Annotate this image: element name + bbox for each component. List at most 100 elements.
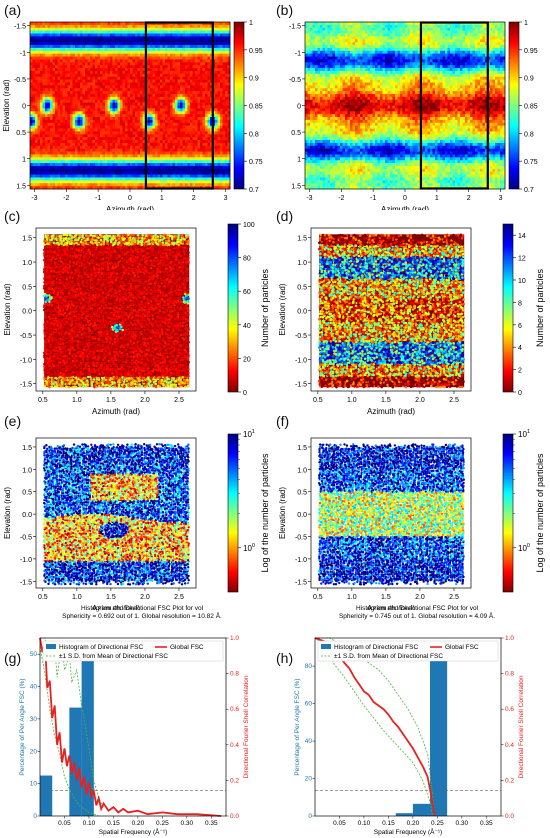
heatmap-cell (175, 45, 178, 49)
heatmap-cell (117, 82, 121, 86)
heatmap-cell (97, 30, 101, 34)
heatmap-cell (70, 171, 73, 175)
heatmap-cell (62, 93, 66, 98)
heatmap-cell (172, 108, 176, 112)
heatmap-cell (310, 160, 313, 164)
heatmap-cell (50, 154, 53, 158)
heatmap-cell (315, 62, 318, 66)
heatmap-cell (130, 131, 133, 135)
heatmap-cell (90, 27, 93, 31)
heatmap-cell (82, 70, 86, 75)
heatmap-cell (182, 108, 186, 112)
heatmap-cell (65, 165, 68, 170)
heatmap-cell (100, 96, 103, 101)
heatmap-cell (152, 65, 156, 69)
heatmap-cell (52, 99, 56, 103)
heatmap-cell (222, 186, 226, 190)
heatmap-cell (305, 114, 308, 118)
heatmap-cell (142, 47, 146, 52)
heatmap-cell (137, 163, 141, 167)
heatmap-cell (137, 42, 141, 46)
heatmap-cell (30, 39, 33, 43)
heatmap-cell (40, 134, 43, 138)
heatmap-cell (217, 47, 221, 52)
heatmap-cell (147, 111, 151, 115)
heatmap-cell (155, 99, 158, 103)
heatmap-cell (110, 163, 113, 167)
heatmap-cell (125, 151, 128, 155)
heatmap-cell (147, 73, 151, 78)
heatmap-cell (70, 93, 73, 98)
heatmap-cell (32, 96, 36, 101)
heatmap-cell (162, 171, 166, 175)
heatmap-cell (310, 53, 313, 57)
heatmap-cell (80, 125, 83, 129)
y-tick-label: 1 (22, 157, 26, 164)
heatmap-cell (142, 56, 146, 60)
heatmap-cell (305, 22, 308, 26)
heatmap-cell (185, 160, 188, 164)
heatmap-cell (210, 165, 213, 170)
heatmap-cell (110, 125, 113, 129)
heatmap-cell (77, 88, 81, 92)
heatmap-cell (157, 171, 161, 175)
heatmap-cell (172, 65, 176, 69)
heatmap-cell (227, 88, 231, 92)
heatmap-cell (170, 165, 173, 170)
heatmap-cell (190, 36, 193, 40)
heatmap-cell (187, 142, 191, 147)
heatmap-cell (125, 128, 128, 132)
heatmap-cell (37, 73, 41, 78)
heatmap-cell (117, 157, 121, 161)
heatmap-cell (65, 76, 68, 80)
heatmap-cell (167, 157, 171, 161)
heatmap-cell (202, 53, 206, 57)
heatmap-cell (185, 174, 188, 178)
heatmap-cell (47, 151, 51, 155)
heatmap-cell (122, 128, 126, 132)
heatmap-cell (82, 177, 86, 181)
heatmap-cell (160, 24, 163, 29)
heatmap-cell (75, 73, 78, 78)
heatmap-cell (312, 82, 316, 86)
heatmap-cell (50, 108, 53, 112)
heatmap-cell (127, 62, 131, 66)
heatmap-cell (55, 30, 58, 34)
heatmap-cell (172, 117, 176, 121)
heatmap-cell (95, 24, 98, 29)
heatmap-cell (162, 151, 166, 155)
heatmap-cell (52, 56, 56, 60)
heatmap-cell (45, 151, 48, 155)
heatmap-cell (80, 148, 83, 152)
heatmap-cell (30, 131, 33, 135)
heatmap-cell (55, 186, 58, 190)
heatmap-cell (167, 160, 171, 164)
heatmap-cell (185, 111, 188, 115)
heatmap-cell (47, 68, 51, 72)
heatmap-cell (82, 91, 86, 95)
heatmap-cell (160, 76, 163, 80)
heatmap-cell (107, 30, 111, 34)
heatmap-cell (197, 108, 201, 112)
heatmap-cell (315, 114, 318, 118)
heatmap-cell (97, 59, 101, 63)
heatmap-cell (127, 93, 131, 98)
heatmap-cell (42, 88, 46, 92)
heatmap-cell (182, 45, 186, 49)
heatmap-cell (130, 111, 133, 115)
heatmap-cell (205, 163, 208, 167)
heatmap-cell (107, 114, 111, 118)
heatmap-cell (85, 111, 88, 115)
heatmap-cell (202, 157, 206, 161)
heatmap-cell (172, 145, 176, 149)
heatmap-cell (65, 125, 68, 129)
heatmap-cell (192, 59, 196, 63)
heatmap-cell (100, 39, 103, 43)
heatmap-cell (50, 47, 53, 52)
heatmap-cell (160, 145, 163, 149)
heatmap-cell (120, 171, 123, 175)
heatmap-cell (92, 128, 96, 132)
heatmap-cell (57, 148, 61, 152)
heatmap-cell (65, 59, 68, 63)
heatmap-cell (225, 76, 228, 80)
